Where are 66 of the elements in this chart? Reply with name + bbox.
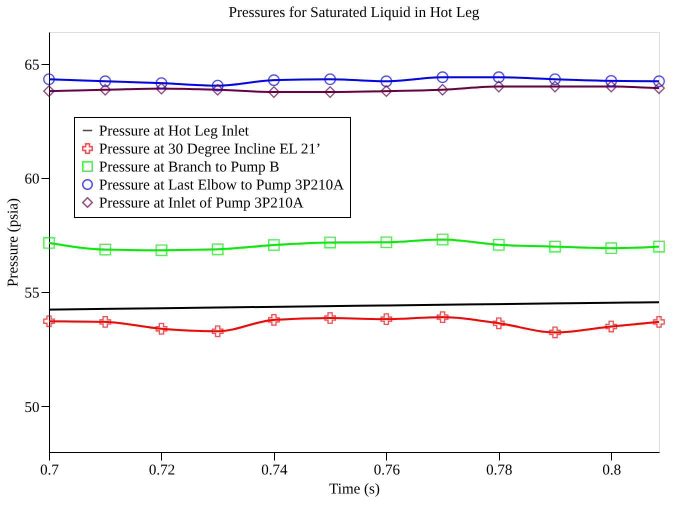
legend-label: Pressure at Last Elbow to Pump 3P210A [99,178,344,194]
point [43,237,55,249]
chart-title: Pressures for Saturated Liquid in Hot Leg [228,5,480,21]
y-axis-title: Pressure (psia) [6,198,22,287]
point [549,326,561,338]
point [492,317,505,330]
point [212,84,224,96]
point [212,80,224,92]
point [380,236,392,248]
x-axis-title: Time (s) [329,482,380,498]
point [436,71,448,84]
x-tick-label: 0.72 [148,462,176,478]
point [549,80,561,92]
point [605,74,618,87]
point [653,75,665,88]
point [268,314,280,326]
point [436,311,448,323]
point [156,82,168,95]
legend-label: Pressure at 30 Degree Incline EL 21’ [99,142,321,158]
point [324,236,336,248]
point [653,82,665,94]
point [380,85,392,98]
point [268,86,280,98]
point [268,74,280,86]
point [492,238,505,251]
point [99,75,112,88]
point [436,234,448,246]
legend-label: Pressure at Inlet of Pump 3P210A [99,196,304,212]
point [268,239,280,251]
y-tick-label: 55 [24,286,40,302]
point [324,86,336,98]
y-tick-label: 65 [24,57,40,74]
point [380,75,392,88]
point [212,243,224,256]
point [436,84,448,96]
legend-label: Pressure at Hot Leg Inlet [99,124,250,140]
legend-label: Pressure at Branch to Pump B [99,160,280,176]
point [605,242,618,254]
point [549,240,561,252]
point [324,73,336,86]
x-tick-label: 0.7 [40,462,60,478]
point [605,320,618,332]
point [156,322,168,335]
x-tick-label: 0.8 [602,462,622,478]
point [99,84,112,96]
x-tick-label: 0.74 [261,462,288,478]
point [43,73,55,86]
point [156,244,168,256]
point [43,315,55,328]
y-tick-label: 60 [24,172,40,188]
point [212,325,224,338]
x-tick-label: 0.76 [374,462,400,478]
x-tick-label: 0.78 [486,462,512,478]
point [549,73,561,86]
point [156,77,168,90]
point [605,80,618,92]
point [492,80,505,92]
point [653,240,665,252]
point [324,312,336,324]
point [380,313,392,326]
point [99,316,112,328]
point [653,316,665,328]
y-tick-label: 50 [24,400,40,416]
point [99,244,112,256]
point [43,85,55,98]
point [492,71,505,84]
